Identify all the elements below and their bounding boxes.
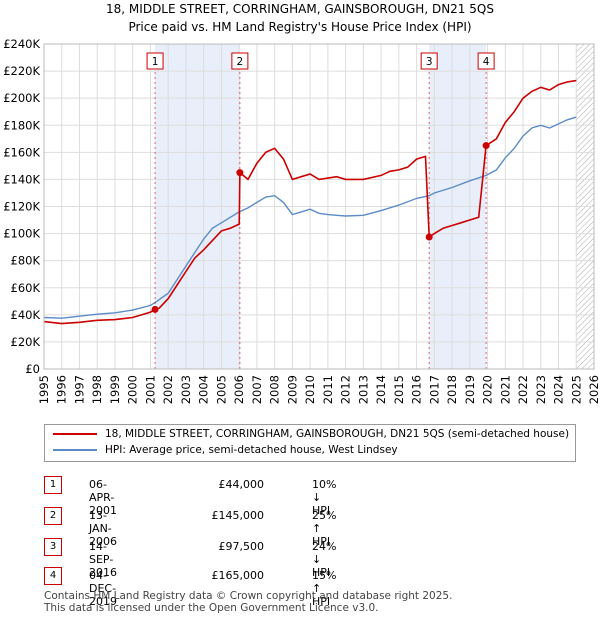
sale-point	[482, 142, 490, 150]
x-tick-label: 2012	[339, 375, 353, 404]
transaction-hpi: 10% ↓ HPI	[312, 478, 337, 517]
transaction-price: £145,000	[211, 509, 265, 522]
x-tick-label: 2006	[232, 375, 246, 404]
x-tick-label: 2017	[427, 375, 441, 404]
y-tick-label: £40K	[11, 308, 41, 322]
transaction-date: 13-JAN-2006	[89, 509, 117, 548]
x-tick-label: 1997	[72, 375, 86, 404]
transaction-price: £44,000	[218, 478, 265, 491]
sale-point	[236, 169, 244, 177]
plot-border	[43, 43, 595, 370]
legend-item-hpi: HPI: Average price, semi-detached house,…	[53, 444, 398, 460]
legend-item-property: 18, MIDDLE STREET, CORRINGHAM, GAINSBORO…	[53, 428, 569, 444]
transaction-number: 2	[44, 507, 62, 525]
x-tick-label: 2026	[587, 375, 600, 404]
sale-label-box	[477, 52, 495, 70]
y-tick-label: £160K	[3, 145, 40, 159]
x-tick-label: 2000	[126, 375, 140, 404]
sale-label: 2	[237, 56, 244, 68]
y-tick-label: £220K	[3, 64, 40, 78]
x-tick-label: 2001	[143, 375, 157, 404]
x-tick-label: 2021	[498, 375, 512, 404]
x-tick-label: 1998	[90, 375, 104, 404]
x-tick-label: 2014	[374, 375, 388, 404]
price-chart: 1 2 3 4 £0 £20K £40K £60K £80K £100K £120K £140K £1…	[3, 37, 600, 404]
hpi-series-line	[43, 116, 577, 319]
transaction-date: 04-DEC-2019	[89, 569, 117, 608]
x-tick-label: 2015	[392, 375, 406, 404]
transaction-price: £165,000	[211, 569, 265, 582]
x-tick-label: 1996	[55, 375, 69, 404]
sale-point	[151, 305, 159, 313]
legend-label-hpi: HPI: Average price, semi-detached house,…	[105, 444, 398, 456]
sale-label-box	[420, 52, 438, 70]
x-tick-label: 1999	[108, 375, 122, 404]
x-tick-label: 2004	[197, 375, 211, 404]
x-tick-label: 2011	[321, 375, 335, 404]
y-tick-label: £80K	[11, 254, 41, 268]
y-tick-label: £200K	[3, 91, 40, 105]
x-tick-label: 2009	[285, 375, 299, 404]
y-tick-label: £140K	[3, 172, 40, 186]
y-tick-label: £240K	[3, 37, 40, 51]
x-tick-label: 2018	[445, 375, 459, 404]
x-tick-label: 2008	[268, 375, 282, 404]
transaction-number: 1	[44, 476, 62, 494]
sale-label-box	[231, 52, 249, 70]
legend: 18, MIDDLE STREET, CORRINGHAM, GAINSBORO…	[44, 424, 576, 462]
transaction-hpi: 25% ↑ HPI	[312, 509, 337, 548]
transaction-hpi: 24% ↓ HPI	[312, 540, 337, 579]
x-tick-label: 2003	[179, 375, 193, 404]
y-tick-label: £120K	[3, 200, 40, 214]
legend-label-property: 18, MIDDLE STREET, CORRINGHAM, GAINSBORO…	[105, 428, 570, 440]
footer-copyright: Contains HM Land Registry data © Crown c…	[44, 590, 453, 602]
sale-label: 3	[426, 56, 433, 68]
transaction-price: £97,500	[218, 540, 265, 553]
x-tick-label: 2025	[569, 375, 583, 404]
transaction-hpi: 15% ↑ HPI	[312, 569, 337, 608]
x-tick-label: 2013	[356, 375, 370, 404]
footer-licence: This data is licensed under the Open Gov…	[44, 602, 379, 614]
sale-label: 4	[483, 56, 490, 68]
sale-label-box	[146, 52, 164, 70]
transaction-number: 4	[44, 567, 62, 585]
sale-point	[425, 233, 433, 241]
y-tick-label: £0	[25, 362, 40, 376]
x-tick-label: 2019	[463, 375, 477, 404]
x-tick-label: 1995	[37, 375, 51, 404]
legend-swatch-hpi	[53, 449, 97, 451]
x-tick-label: 2022	[516, 375, 530, 404]
x-tick-label: 2010	[303, 375, 317, 404]
transaction-date: 06-APR-2001	[89, 478, 117, 517]
chart-subtitle: Price paid vs. HM Land Registry's House …	[128, 20, 472, 34]
x-tick-label: 2007	[250, 375, 264, 404]
x-tick-label: 2023	[534, 375, 548, 404]
y-tick-label: £60K	[11, 281, 41, 295]
y-tick-label: £180K	[3, 118, 40, 132]
x-tick-label: 2020	[481, 375, 495, 404]
x-tick-label: 2016	[410, 375, 424, 404]
x-tick-label: 2005	[214, 375, 228, 404]
x-tick-label: 2024	[552, 375, 566, 404]
chart-title: 18, MIDDLE STREET, CORRINGHAM, GAINSBORO…	[106, 2, 494, 16]
y-tick-label: £100K	[3, 227, 40, 241]
transaction-number: 3	[44, 538, 62, 556]
legend-swatch-property	[53, 433, 97, 435]
x-tick-label: 2002	[161, 375, 175, 404]
transaction-date: 14-SEP-2016	[89, 540, 117, 579]
sale-label: 1	[152, 56, 159, 68]
property-series-line	[43, 79, 577, 325]
y-tick-label: £20K	[11, 335, 41, 349]
